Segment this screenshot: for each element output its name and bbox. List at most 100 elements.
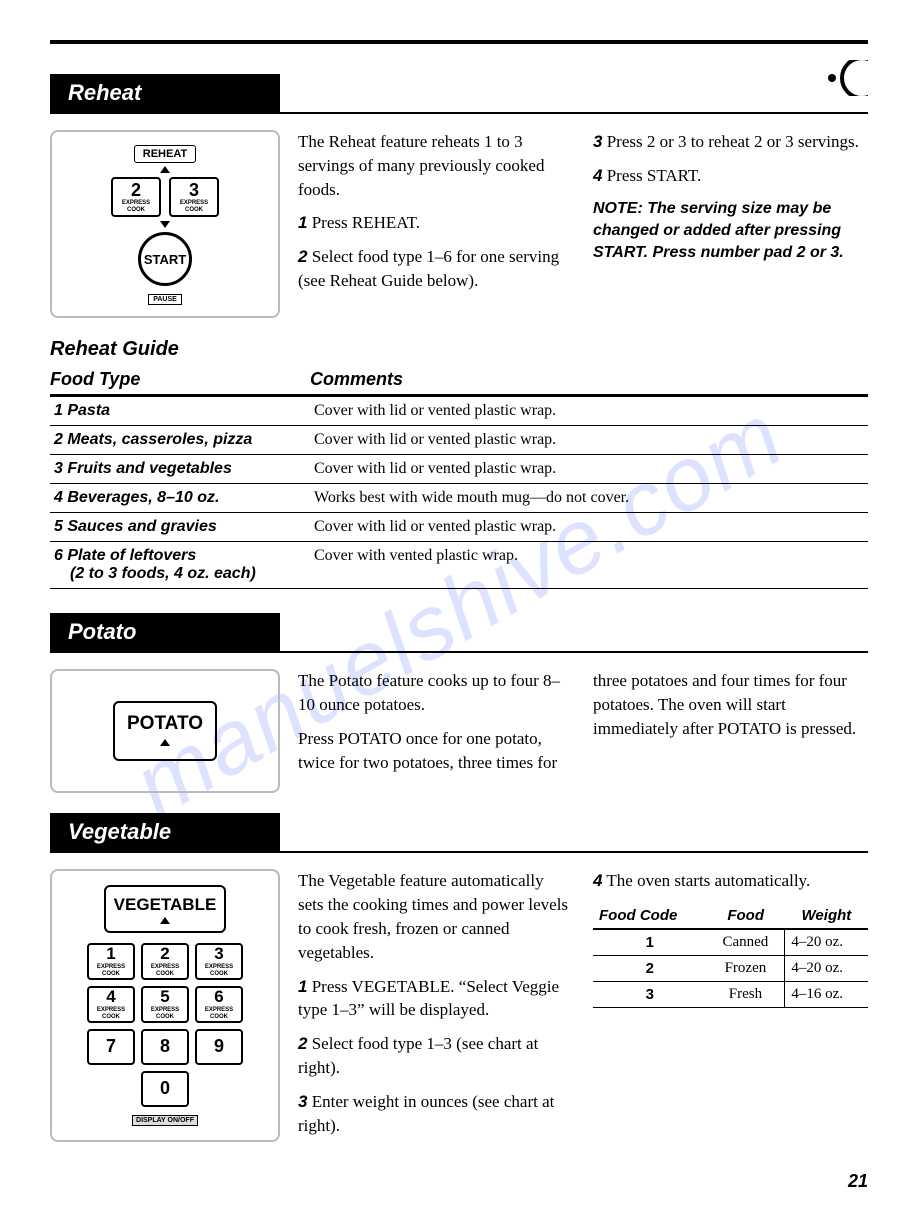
vegetable-step-3: 3 Enter weight in ounces (see chart at r… (298, 1090, 573, 1138)
triangle-up-icon (160, 166, 170, 173)
triangle-up-icon (160, 917, 170, 924)
key-sublabel: EXPRESS COOK (197, 1007, 241, 1021)
keypad-3-sublabel: EXPRESS COOK (171, 199, 217, 215)
key-sublabel: EXPRESS COOK (143, 1007, 187, 1021)
vegetable-button-label: VEGETABLE (114, 895, 217, 914)
fc-code: 3 (593, 982, 707, 1008)
food-code-table: Food Code Food Weight 1Canned4–20 oz.2Fr… (593, 903, 868, 1008)
step-text: Press START. (607, 166, 702, 185)
reheat-guide-table: Food Type Comments 1 PastaCover with lid… (50, 365, 868, 589)
potato-header: Potato (50, 613, 280, 651)
reheat-step-2: 2 Select food type 1–6 for one serving (… (298, 245, 573, 293)
potato-text-col-2: three potatoes and four times for four p… (593, 669, 868, 793)
potato-body: POTATO The Potato feature cooks up to fo… (50, 669, 868, 793)
guide-col-food-type: Food Type (50, 365, 310, 396)
vegetable-header: Vegetable (50, 813, 280, 851)
key-number: 1 (89, 945, 133, 964)
keypad-3-number: 3 (171, 181, 217, 199)
keypad-9: 9 (195, 1029, 243, 1065)
display-onoff-label: DISPLAY ON/OFF (132, 1115, 198, 1126)
step-number: 2 (298, 1034, 307, 1053)
fc-col-weight: Weight (785, 903, 868, 929)
reheat-step-1: 1 Press REHEAT. (298, 211, 573, 235)
reheat-text-col-2: 3 Press 2 or 3 to reheat 2 or 3 servings… (593, 130, 868, 318)
vegetable-step-2: 2 Select food type 1–3 (see chart at rig… (298, 1032, 573, 1080)
key-number: 6 (197, 988, 241, 1007)
keypad-3-button: 3 EXPRESS COOK (169, 177, 219, 217)
key-number: 9 (214, 1037, 224, 1057)
fc-food: Frozen (707, 956, 785, 982)
key-number: 3 (197, 945, 241, 964)
keypad-0: 0 (141, 1071, 189, 1107)
step-text: Select food type 1–6 for one serving (se… (298, 247, 559, 290)
vegetable-button: VEGETABLE (104, 885, 227, 933)
fc-weight: 4–20 oz. (785, 929, 868, 956)
reheat-body: REHEAT 2 EXPRESS COOK 3 EXPRESS COOK STA… (50, 130, 868, 318)
step-text: Enter weight in ounces (see chart at rig… (298, 1092, 554, 1135)
step-number: 3 (298, 1092, 307, 1111)
potato-header-row: Potato (50, 613, 868, 653)
fc-col-food: Food (707, 903, 785, 929)
reheat-diagram: REHEAT 2 EXPRESS COOK 3 EXPRESS COOK STA… (50, 130, 280, 318)
guide-row: 5 Sauces and graviesCover with lid or ve… (50, 513, 868, 542)
potato-p1: The Potato feature cooks up to four 8–10… (298, 669, 573, 717)
fc-row: 1Canned4–20 oz. (593, 929, 868, 956)
potato-p2: Press POTATO once for one potato, twice … (298, 727, 573, 775)
step-number: 4 (593, 166, 602, 185)
key-number: 7 (106, 1037, 116, 1057)
page-number: 21 (50, 1171, 868, 1192)
step-text: Select food type 1–3 (see chart at right… (298, 1034, 538, 1077)
vegetable-text-col-1: The Vegetable feature automatically sets… (298, 869, 573, 1147)
reheat-header-row: Reheat (50, 74, 868, 114)
pause-label: PAUSE (148, 294, 182, 305)
fc-weight: 4–16 oz. (785, 982, 868, 1008)
fc-weight: 4–20 oz. (785, 956, 868, 982)
vegetable-step-1: 1 Press VEGETABLE. “Select Veggie type 1… (298, 975, 573, 1023)
guide-col-comments: Comments (310, 365, 868, 396)
step-number: 1 (298, 213, 307, 232)
fc-col-code: Food Code (593, 903, 707, 929)
reheat-guide-title: Reheat Guide (50, 338, 868, 361)
potato-button-label: POTATO (127, 713, 203, 734)
triangle-up-icon (160, 739, 170, 746)
key-number: 0 (160, 1079, 170, 1099)
guide-comment: Cover with lid or vented plastic wrap. (310, 455, 868, 484)
fc-code: 2 (593, 956, 707, 982)
fc-food: Fresh (707, 982, 785, 1008)
keypad-7: 7 (87, 1029, 135, 1065)
reheat-step-3: 3 Press 2 or 3 to reheat 2 or 3 servings… (593, 130, 868, 154)
keypad-3: 3EXPRESS COOK (195, 943, 243, 980)
key-sublabel: EXPRESS COOK (89, 964, 133, 978)
key-sublabel: EXPRESS COOK (143, 964, 187, 978)
step-number: 2 (298, 247, 307, 266)
reheat-note: NOTE: The serving size may be changed or… (593, 198, 868, 265)
reheat-step-4: 4 Press START. (593, 164, 868, 188)
reheat-header: Reheat (50, 74, 280, 112)
fc-row: 2Frozen4–20 oz. (593, 956, 868, 982)
potato-text-col-1: The Potato feature cooks up to four 8–10… (298, 669, 573, 793)
keypad-2-button: 2 EXPRESS COOK (111, 177, 161, 217)
reheat-intro: The Reheat feature reheats 1 to 3 servin… (298, 130, 573, 201)
vegetable-step-4: 4 The oven starts automatically. (593, 869, 868, 893)
guide-comment: Cover with lid or vented plastic wrap. (310, 513, 868, 542)
potato-diagram: POTATO (50, 669, 280, 793)
step-number: 4 (593, 871, 602, 890)
step-number: 3 (593, 132, 602, 151)
vegetable-diagram: VEGETABLE 1EXPRESS COOK 2EXPRESS COOK 3E… (50, 869, 280, 1142)
triangle-down-icon (160, 221, 170, 228)
reheat-button-label: REHEAT (134, 145, 196, 163)
guide-row: 3 Fruits and vegetablesCover with lid or… (50, 455, 868, 484)
key-sublabel: EXPRESS COOK (197, 964, 241, 978)
step-number: 1 (298, 977, 307, 996)
fc-food: Canned (707, 929, 785, 956)
start-button: START (138, 232, 192, 286)
guide-comment: Cover with lid or vented plastic wrap. (310, 426, 868, 455)
keypad-5: 5EXPRESS COOK (141, 986, 189, 1023)
key-number: 2 (143, 945, 187, 964)
vegetable-header-row: Vegetable (50, 813, 868, 853)
step-text: Press VEGETABLE. “Select Veggie type 1–3… (298, 977, 559, 1020)
key-number: 4 (89, 988, 133, 1007)
keypad-6: 6EXPRESS COOK (195, 986, 243, 1023)
key-number: 5 (143, 988, 187, 1007)
keypad: 1EXPRESS COOK 2EXPRESS COOK 3EXPRESS COO… (62, 943, 268, 1126)
